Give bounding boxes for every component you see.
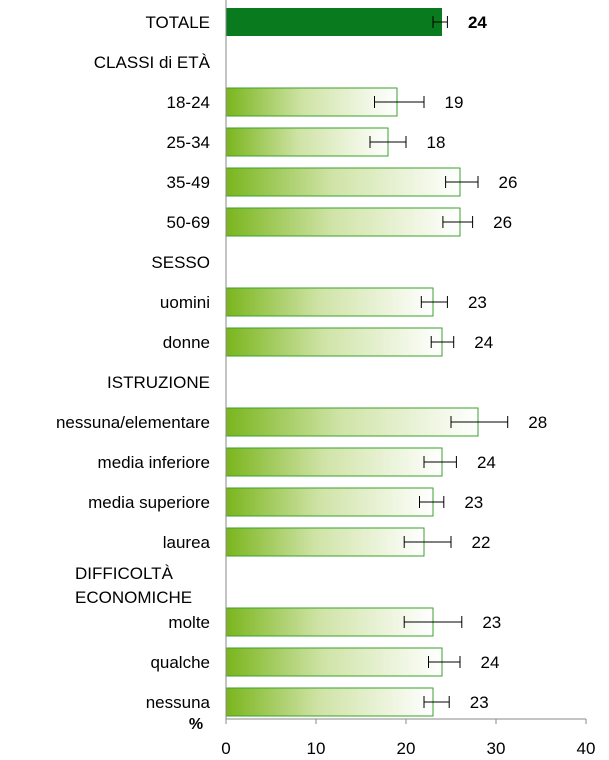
category-label: molte (168, 613, 210, 632)
bar (225, 327, 443, 357)
bar (225, 287, 434, 317)
x-tick-label: 20 (397, 739, 416, 758)
section-header: DIFFICOLTÀ ECONOMICHE (75, 564, 192, 607)
value-label: 26 (499, 173, 518, 192)
category-label: media superiore (88, 493, 210, 512)
bar (225, 487, 434, 517)
value-label: 23 (470, 693, 489, 712)
bar-total (226, 8, 442, 36)
category-label: TOTALE (145, 13, 210, 32)
value-label: 18 (427, 133, 446, 152)
bar (225, 527, 425, 557)
value-label: 24 (474, 333, 493, 352)
value-label: 26 (493, 213, 512, 232)
x-tick-label: 30 (487, 739, 506, 758)
x-axis: 0 10 20 30 40 (221, 0, 595, 758)
x-tick-label: 0 (221, 739, 230, 758)
bar (225, 687, 434, 717)
bar (225, 647, 443, 677)
value-label: 22 (472, 533, 491, 552)
category-label: nessuna (146, 693, 211, 712)
section-header-line: ECONOMICHE (75, 588, 192, 607)
value-label: 24 (481, 653, 500, 672)
bar (225, 87, 398, 117)
category-label: donne (163, 333, 210, 352)
section-header: ISTRUZIONE (107, 373, 210, 392)
bar (225, 167, 461, 197)
bar (225, 607, 434, 637)
category-label: nessuna/elementare (56, 413, 210, 432)
category-label: laurea (163, 533, 211, 552)
bar (225, 127, 389, 157)
bars-layer: TOTALE 24 CLASSI di ETÀ 18-24 19 25-34 18 35-49… (56, 8, 547, 717)
value-label: 28 (528, 413, 547, 432)
bar (225, 207, 461, 237)
section-header-line: DIFFICOLTÀ (75, 564, 174, 583)
category-label: uomini (160, 293, 210, 312)
category-label: 18-24 (167, 93, 210, 112)
bar (225, 407, 479, 437)
category-label: media inferiore (98, 453, 210, 472)
value-label: 23 (482, 613, 501, 632)
value-label: 23 (464, 493, 483, 512)
x-tick-label: 40 (577, 739, 596, 758)
category-label: qualche (150, 653, 210, 672)
value-label: 23 (468, 293, 487, 312)
bar (225, 447, 443, 477)
unit-label: % (189, 716, 203, 733)
value-label: 24 (477, 453, 496, 472)
value-label: 24 (468, 13, 487, 32)
x-tick-label: 10 (307, 739, 326, 758)
category-label: 25-34 (167, 133, 210, 152)
value-label: 19 (445, 93, 464, 112)
section-header: CLASSI di ETÀ (94, 53, 211, 72)
section-header: SESSO (151, 253, 210, 272)
category-label: 35-49 (167, 173, 210, 192)
category-label: 50-69 (167, 213, 210, 232)
